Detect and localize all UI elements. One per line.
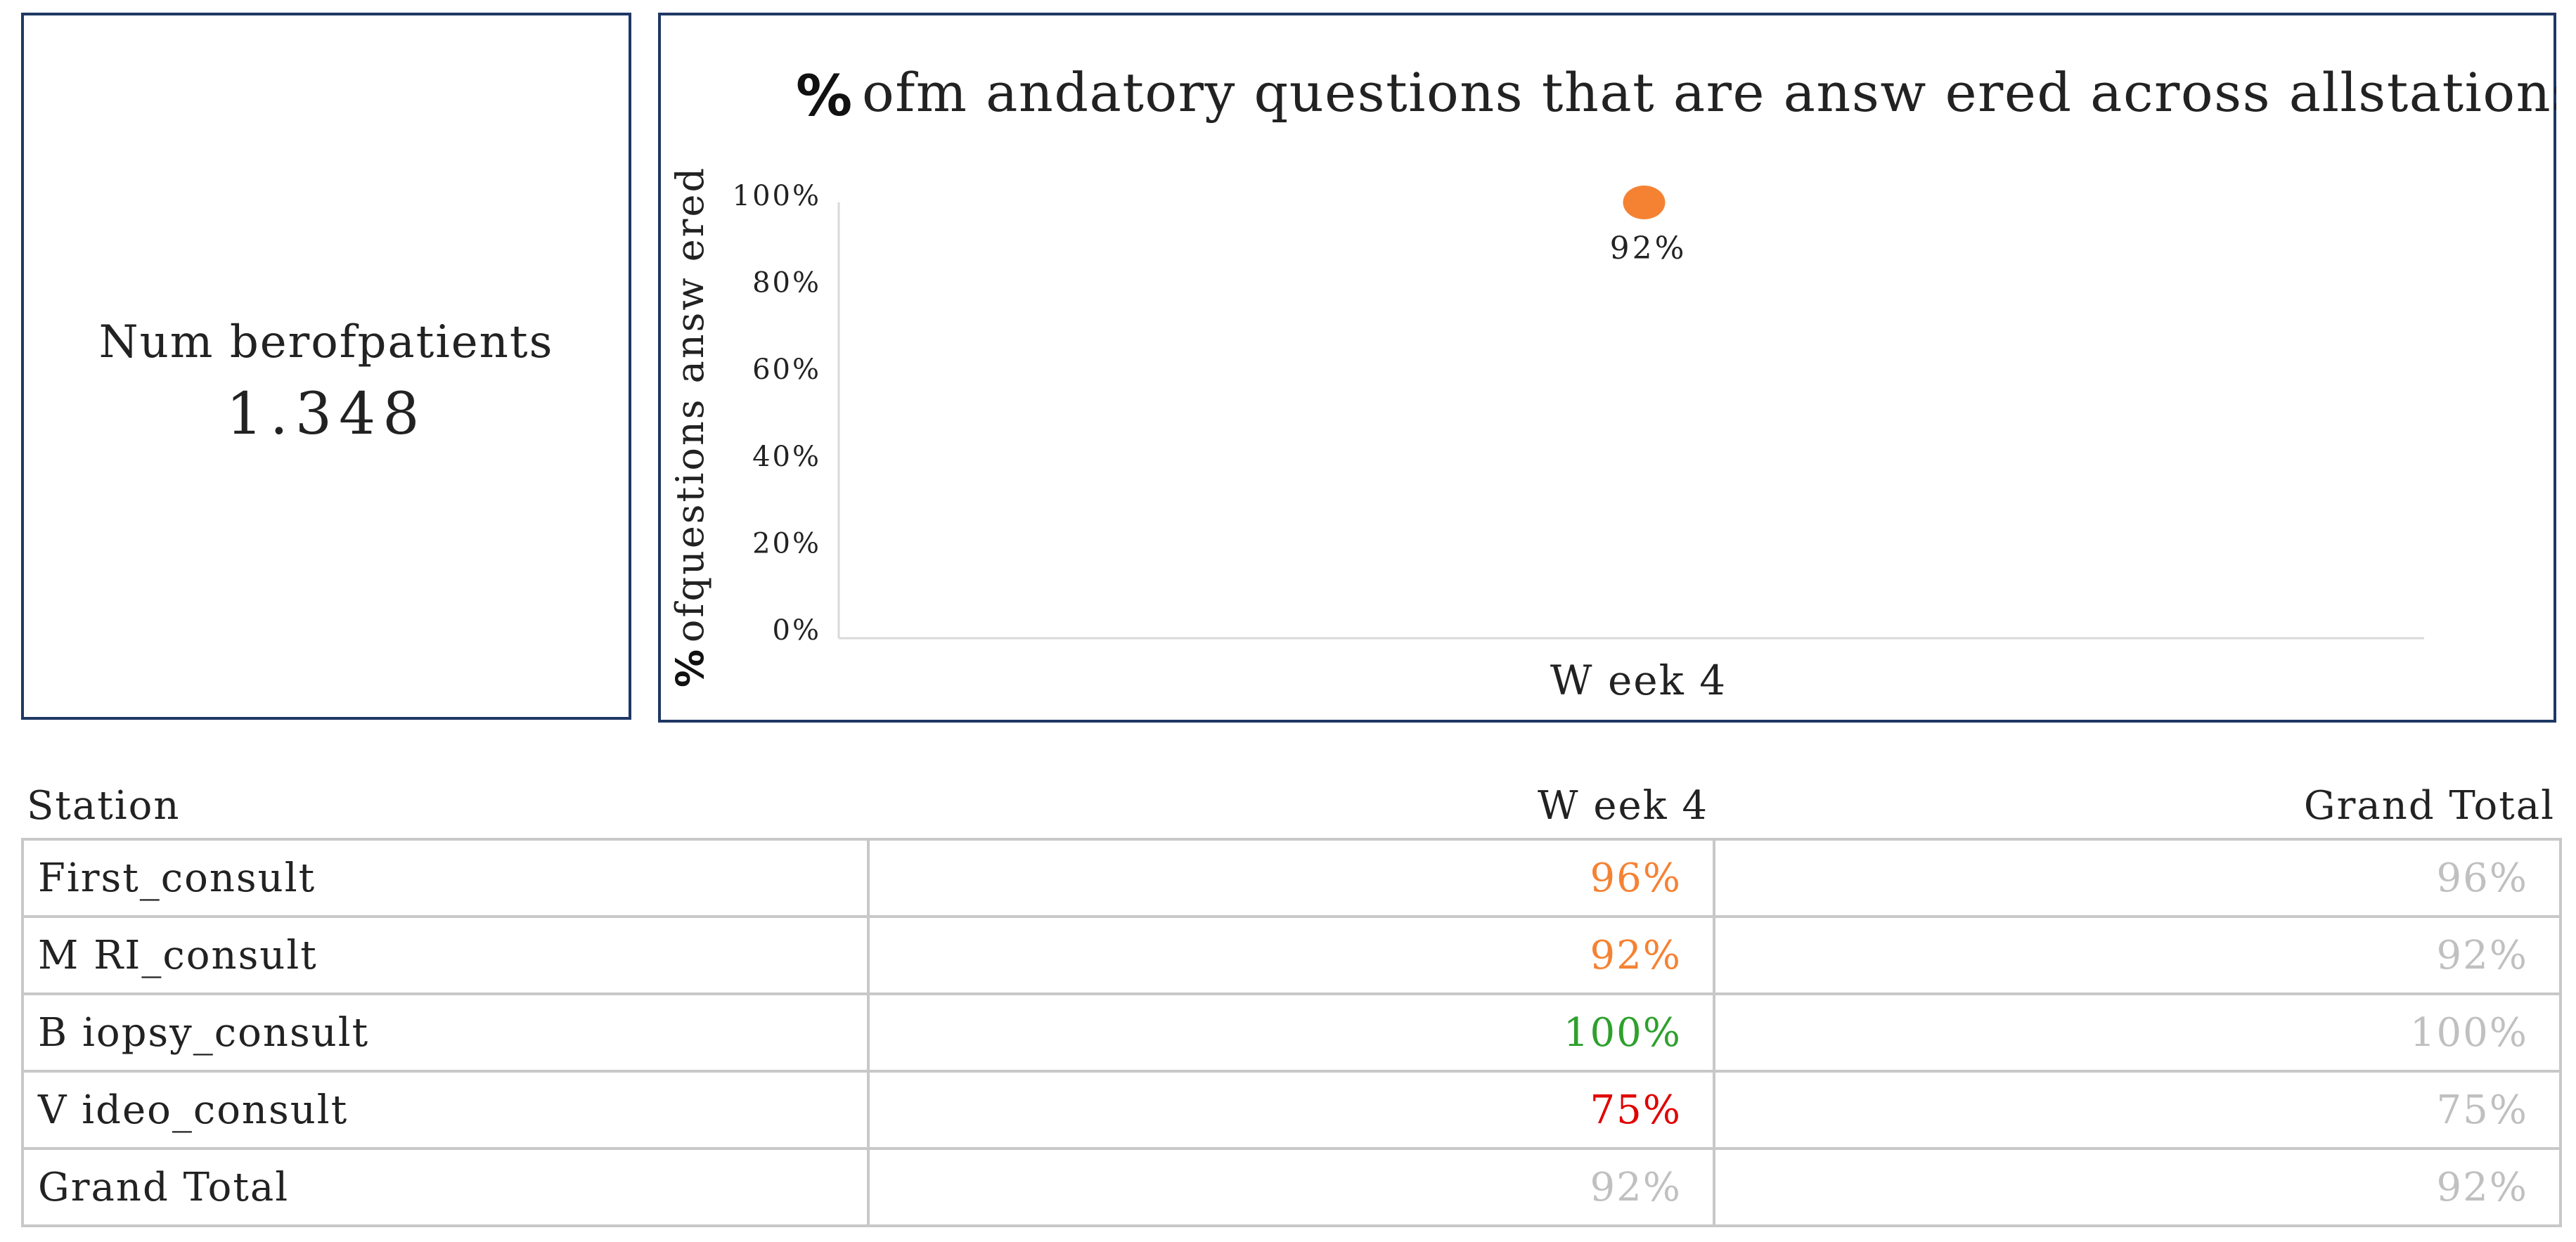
table-header-row: Station W eek 4 Grand Total xyxy=(22,773,2561,839)
grand-total-cell: 96% xyxy=(1713,838,2562,918)
grand-total-cell: 92% xyxy=(1713,915,2562,995)
y-axis-label-symbol: % xyxy=(668,649,712,687)
grand-total-cell: 100% xyxy=(1713,992,2562,1073)
station-cell: V ideo_consult xyxy=(21,1070,870,1150)
x-axis-ticks: W eek 4 xyxy=(1550,656,1727,704)
data-points: 92% xyxy=(1610,186,1687,266)
week4-cell: 96% xyxy=(867,838,1715,918)
data-label: 92% xyxy=(1610,231,1687,266)
patient-count-card: Num berofpatients 1.348 xyxy=(21,13,631,720)
y-axis-label: % ofquestions answ ered xyxy=(668,166,712,687)
week4-cell: 75% xyxy=(867,1070,1715,1150)
y-tick-label: 0% xyxy=(773,614,821,647)
chart-title: ofm andatory questions that are answ ere… xyxy=(862,61,2556,124)
grand-total-cell: 92% xyxy=(1713,1147,2562,1227)
y-axis-ticks: 0% 20% 40% 60% 80% 100% xyxy=(733,180,821,647)
y-tick-label: 60% xyxy=(752,354,821,386)
answered-questions-chart: % ofm andatory questions that are answ e… xyxy=(658,13,2556,723)
chart-canvas: % ofm andatory questions that are answ e… xyxy=(668,61,2556,704)
station-cell: First_consult xyxy=(21,838,870,918)
x-tick-label: W eek 4 xyxy=(1550,656,1727,704)
column-header-station: Station xyxy=(27,782,181,829)
chart-title-symbol: % xyxy=(796,63,852,129)
patient-count-value: 1.348 xyxy=(226,381,427,448)
station-cell: M RI_consult xyxy=(21,915,870,995)
table-row: First_consult 96% 96% xyxy=(21,838,2562,918)
y-tick-label: 80% xyxy=(752,267,821,299)
y-tick-label: 100% xyxy=(733,180,821,212)
column-header-week4: W eek 4 xyxy=(1537,782,1708,829)
station-table: Station W eek 4 Grand Total First_consul… xyxy=(21,773,2562,1227)
week4-cell: 92% xyxy=(867,1147,1715,1227)
data-point xyxy=(1623,186,1666,219)
table-row: V ideo_consult 75% 75% xyxy=(21,1070,2562,1150)
column-header-grand-total: Grand Total xyxy=(2303,782,2555,829)
y-tick-label: 20% xyxy=(752,527,821,559)
y-axis-label-text: ofquestions answ ered xyxy=(668,166,712,642)
week4-cell: 92% xyxy=(867,915,1715,995)
table-row: Grand Total 92% 92% xyxy=(21,1147,2562,1227)
grand-total-cell: 75% xyxy=(1713,1070,2562,1150)
y-tick-label: 40% xyxy=(752,441,821,473)
patient-count-label: Num berofpatients xyxy=(98,316,554,368)
week4-cell: 100% xyxy=(867,992,1715,1073)
table-row: B iopsy_consult 100% 100% xyxy=(21,992,2562,1073)
table-row: M RI_consult 92% 92% xyxy=(21,915,2562,995)
station-cell: Grand Total xyxy=(21,1147,870,1227)
station-cell: B iopsy_consult xyxy=(21,992,870,1073)
